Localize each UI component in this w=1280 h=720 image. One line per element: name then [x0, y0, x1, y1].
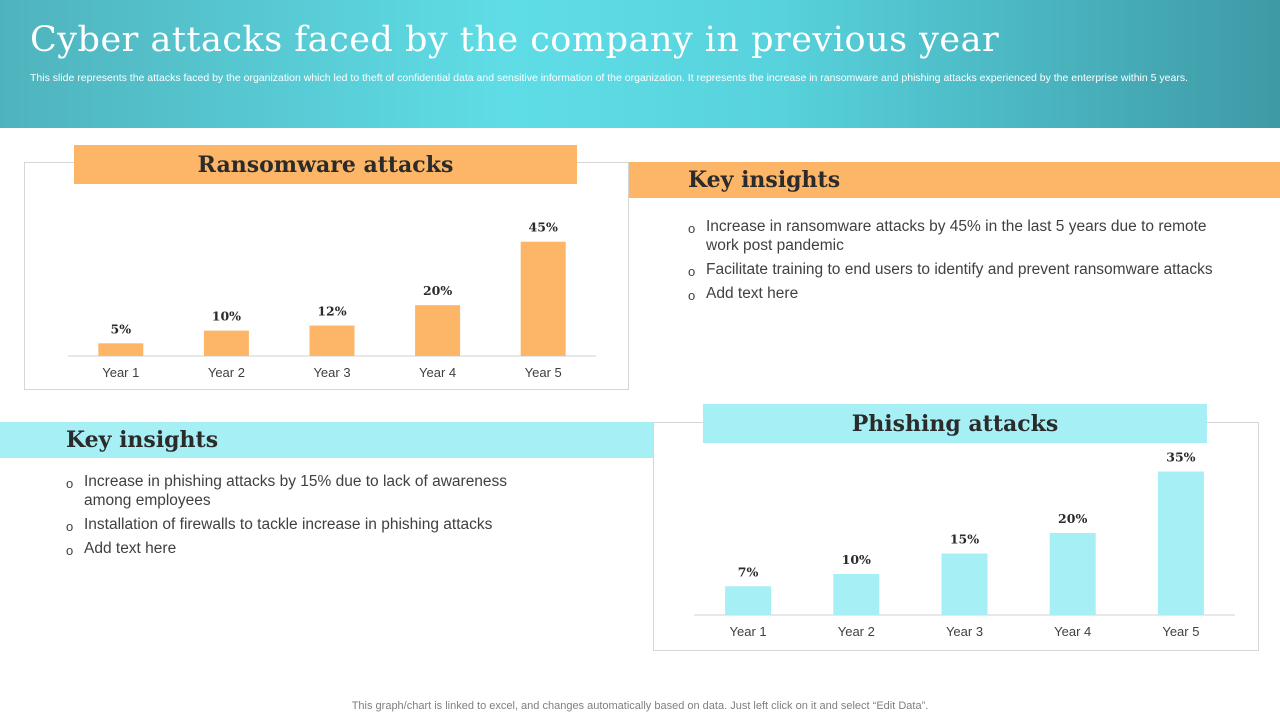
insight-text: Add text here — [84, 540, 177, 557]
phishing-chart-title: Phishing attacks — [703, 404, 1207, 443]
x-tick-label: Year 4 — [1054, 624, 1091, 639]
x-tick-label: Year 1 — [102, 365, 139, 380]
ransomware-chart-title: Ransomware attacks — [74, 145, 577, 184]
x-tick-label: Year 1 — [730, 624, 767, 639]
page-subtitle: This slide represents the attacks faced … — [30, 72, 1188, 84]
bar-3[interactable] — [309, 325, 355, 356]
bullet-icon: o — [688, 221, 696, 236]
phishing-insights-heading: Key insights — [0, 422, 654, 458]
bar-2[interactable] — [203, 330, 249, 356]
data-label: 45% — [529, 220, 558, 235]
bar-5[interactable] — [520, 241, 566, 356]
insight-text: Installation of firewalls to tackle incr… — [84, 516, 493, 533]
ransomware-bar-chart[interactable]: 5% Year 1 10% Year 2 12% Year 3 20% Year 4 45% Ye… — [24, 190, 627, 388]
data-label: 35% — [1166, 450, 1195, 465]
bar-1[interactable] — [725, 586, 772, 615]
insight-text: Facilitate training to end users to iden… — [706, 261, 1213, 278]
data-label: 10% — [212, 309, 241, 324]
insight-text: Add text here — [706, 285, 799, 302]
insight-item: o Installation of firewalls to tackle inc… — [66, 515, 536, 534]
insight-item: o Facilitate training to end users to ide… — [688, 260, 1238, 279]
x-tick-label: Year 2 — [208, 365, 245, 380]
header-banner: Cyber attacks faced by the company in pr… — [0, 0, 1280, 128]
ransomware-insights-heading: Key insights — [629, 162, 1280, 198]
bullet-icon: o — [688, 288, 696, 303]
ransomware-insights-list: o Increase in ransomware attacks by 45% i… — [688, 217, 1238, 308]
data-label: 20% — [1058, 511, 1087, 526]
data-label: 10% — [842, 552, 871, 567]
bullet-icon: o — [66, 476, 74, 491]
bullet-icon: o — [66, 543, 74, 558]
bullet-icon: o — [66, 519, 74, 534]
insight-text: Increase in phishing attacks by 15% due … — [84, 473, 508, 509]
data-label: 12% — [317, 304, 346, 319]
footer-note: This graph/chart is linked to excel, and… — [351, 700, 929, 712]
x-tick-label: Year 2 — [838, 624, 875, 639]
phishing-bar-chart[interactable]: 7% Year 1 10% Year 2 15% Year 3 20% Year 4 35% Ye… — [653, 448, 1257, 648]
insight-item: o Increase in phishing attacks by 15% due… — [66, 472, 536, 510]
x-tick-label: Year 4 — [419, 365, 456, 380]
bar-4[interactable] — [415, 305, 461, 356]
x-tick-label: Year 5 — [1162, 624, 1199, 639]
bar-4[interactable] — [1049, 533, 1096, 615]
bullet-icon: o — [688, 264, 696, 279]
insight-item: o Add text here — [688, 284, 1238, 303]
insight-item: o Add text here — [66, 539, 536, 558]
bar-3[interactable] — [941, 553, 988, 616]
data-label: 7% — [738, 564, 759, 579]
phishing-insights-list: o Increase in phishing attacks by 15% due… — [66, 472, 536, 563]
data-label: 20% — [423, 283, 452, 298]
x-tick-label: Year 3 — [946, 624, 983, 639]
x-tick-label: Year 5 — [525, 365, 562, 380]
bar-2[interactable] — [833, 574, 880, 615]
x-tick-label: Year 3 — [313, 365, 350, 380]
page-title: Cyber attacks faced by the company in pr… — [30, 20, 1000, 60]
bar-1[interactable] — [98, 343, 144, 356]
data-label: 15% — [950, 532, 979, 547]
data-label: 5% — [111, 321, 132, 336]
insight-text: Increase in ransomware attacks by 45% in… — [706, 218, 1207, 254]
bar-5[interactable] — [1157, 471, 1204, 616]
insight-item: o Increase in ransomware attacks by 45% i… — [688, 217, 1238, 255]
